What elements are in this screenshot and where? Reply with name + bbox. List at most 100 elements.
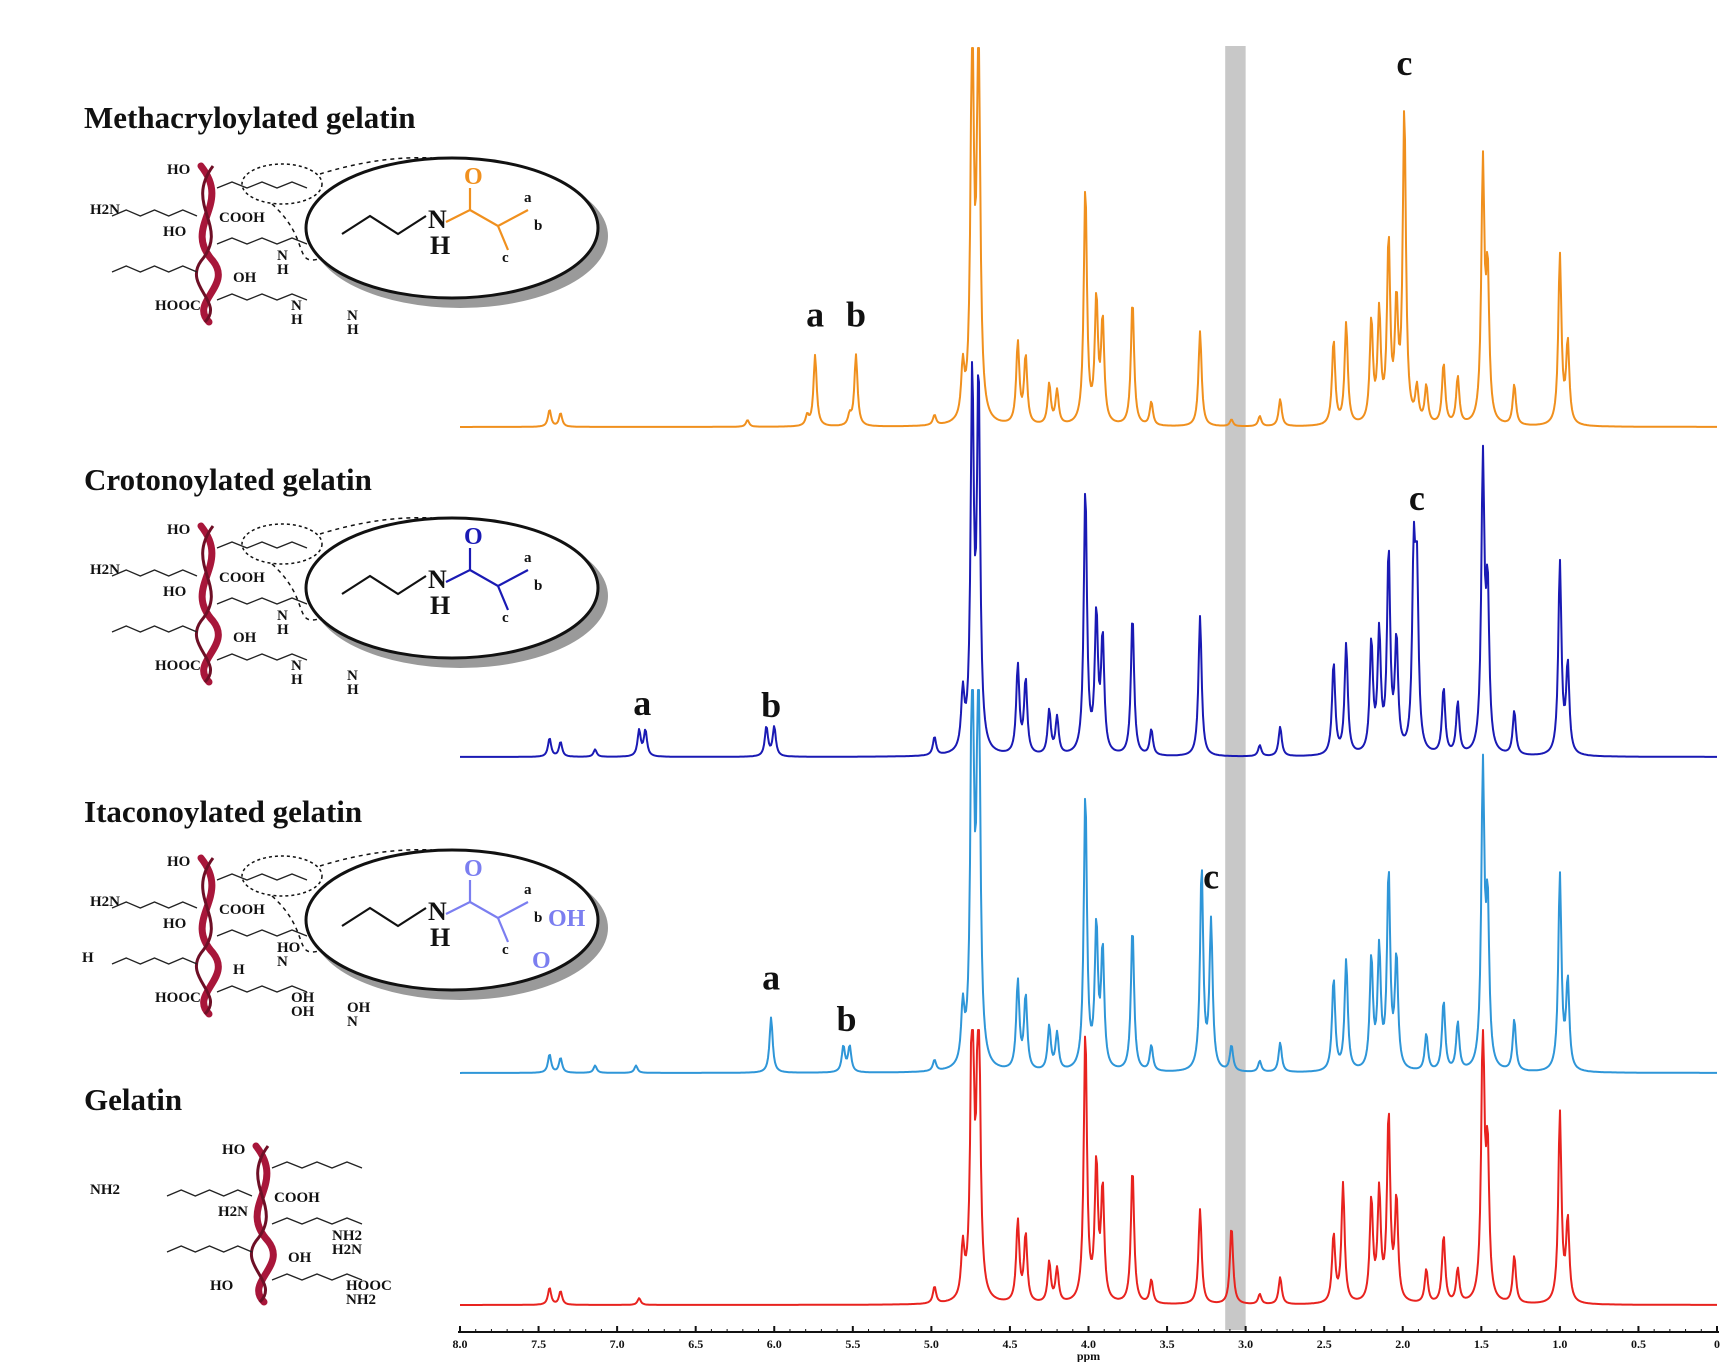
zoom-atom-label: O <box>464 164 483 190</box>
zoom-connector <box>271 563 323 621</box>
helix-strand-back <box>194 165 215 324</box>
tick-label: 6.0 <box>767 1337 782 1351</box>
structure-atom-label: H2N <box>218 1204 248 1220</box>
structure-atom-label: COOH <box>219 902 265 918</box>
structure-atom-label: OH <box>233 270 257 286</box>
zoom-vinyl <box>469 209 529 251</box>
zoom-atom-label: b <box>534 218 542 234</box>
zoom-source-ellipse <box>241 163 323 205</box>
structure-atom-label: N <box>291 658 302 674</box>
structure-atom-label: HO <box>167 854 190 870</box>
tick-label: 7.0 <box>610 1337 625 1351</box>
spectrum-line-2 <box>460 689 1717 1074</box>
peak-label-a: a <box>762 957 780 997</box>
helix-strand-back <box>194 525 215 684</box>
side-chain <box>111 569 198 577</box>
structure-atom-label: N <box>277 608 288 624</box>
structure-atom-label: HOOC <box>155 658 201 674</box>
peak-label-b: b <box>761 685 781 725</box>
structure-atom-label: COOH <box>219 210 265 226</box>
zoom-chain <box>341 574 427 596</box>
helix-strand <box>197 854 222 1018</box>
tick-label: 5.0 <box>924 1337 939 1351</box>
zoom-atom-label: b <box>534 578 542 594</box>
side-chain <box>216 237 308 245</box>
zoom-connector <box>271 895 323 953</box>
zoom-atom-label: H <box>430 231 450 260</box>
spectra-group <box>460 47 1717 1306</box>
zoom-connector <box>319 516 433 535</box>
structure-atom-label: N <box>277 248 288 264</box>
structure-atom-label: NH2 <box>332 1228 362 1244</box>
tick-label: 1.0 <box>1552 1337 1567 1351</box>
structure-atom-label: OH <box>291 990 315 1006</box>
zoom-ellipse <box>304 516 600 660</box>
side-chain <box>271 1161 363 1169</box>
structure-atom-label: N <box>277 954 288 970</box>
spectrum-line-3 <box>460 1029 1717 1306</box>
x-axis-ticks: 8.0 7.5 7.0 6.5 6.0 5.5 5.0 4.5 4.0 3.5 3.0 2.5 2.0 1… <box>453 1326 1720 1351</box>
zoom-atom-label: b <box>534 910 542 926</box>
peak-label-a: a <box>806 295 824 335</box>
zoom-atom-label: a <box>524 190 532 206</box>
title-methacryloylated: Methacryloylated gelatin <box>84 100 415 135</box>
structure-atom-label: HO <box>210 1278 233 1294</box>
spectrum-line-0 <box>460 47 1717 428</box>
structure-atom-label: H2N <box>332 1242 362 1258</box>
spectrum-line-1 <box>460 361 1717 758</box>
zoom-atom-label: O <box>464 856 483 882</box>
structure-atom-label: H2N <box>90 562 120 578</box>
structure-atom-label: N <box>347 1014 358 1030</box>
side-chain <box>216 181 308 189</box>
zoom-ellipse <box>304 156 600 300</box>
zoom-vinyl <box>469 569 529 611</box>
side-chain <box>216 873 308 881</box>
structure-atom-label: HO <box>167 522 190 538</box>
structure-atom-label: N <box>347 668 358 684</box>
structure-atom-label: N <box>291 298 302 314</box>
structure-atom-label: OH <box>347 1000 371 1016</box>
side-chain <box>216 597 308 605</box>
zoom-atom-label: a <box>524 882 532 898</box>
tick-label: 0.5 <box>1631 1337 1646 1351</box>
structure-atom-label: HO <box>167 162 190 178</box>
structure-atom-label: HO <box>222 1142 245 1158</box>
side-chain <box>216 985 308 993</box>
structure-atom-label: NH2 <box>90 1182 120 1198</box>
structure-atom-label: HOOC <box>155 298 201 314</box>
structure-atom-label: COOH <box>219 570 265 586</box>
structure-atom-label: OH <box>288 1250 312 1266</box>
zoom-atom-label: a <box>524 550 532 566</box>
tick-label: 6.5 <box>688 1337 703 1351</box>
zoom-source-ellipse <box>241 855 323 897</box>
tick-label: 4.5 <box>1002 1337 1017 1351</box>
tick-label: 1.5 <box>1474 1337 1489 1351</box>
structure-atom-label: H2N <box>90 894 120 910</box>
zoom-atom-label: N <box>428 565 447 594</box>
helix-strand <box>197 522 222 686</box>
tick-label: 7.5 <box>531 1337 546 1351</box>
zoom-atom-label: c <box>502 610 509 626</box>
zoom-atom-label: c <box>502 942 509 958</box>
side-chain <box>111 957 198 965</box>
peak-label-c: c <box>1396 43 1412 83</box>
zoom-atom-label: N <box>428 897 447 926</box>
zoom-connector <box>271 203 323 261</box>
peak-label-c: c <box>1409 478 1425 518</box>
side-chain <box>216 541 308 549</box>
structure-atom-label: H <box>233 962 245 978</box>
zoom-source-ellipse <box>241 523 323 565</box>
side-chain <box>166 1189 253 1197</box>
structure-atom-label: OH <box>291 1004 315 1020</box>
helix-strand <box>252 1142 277 1306</box>
tick-label: 0 <box>1714 1337 1720 1351</box>
structure-atom-label: HO <box>163 584 186 600</box>
side-chain <box>216 929 308 937</box>
peak-label-b: b <box>846 294 866 334</box>
helix-strand-back <box>194 857 215 1016</box>
structure-atom-label: H <box>291 672 303 688</box>
side-chain <box>111 265 198 273</box>
